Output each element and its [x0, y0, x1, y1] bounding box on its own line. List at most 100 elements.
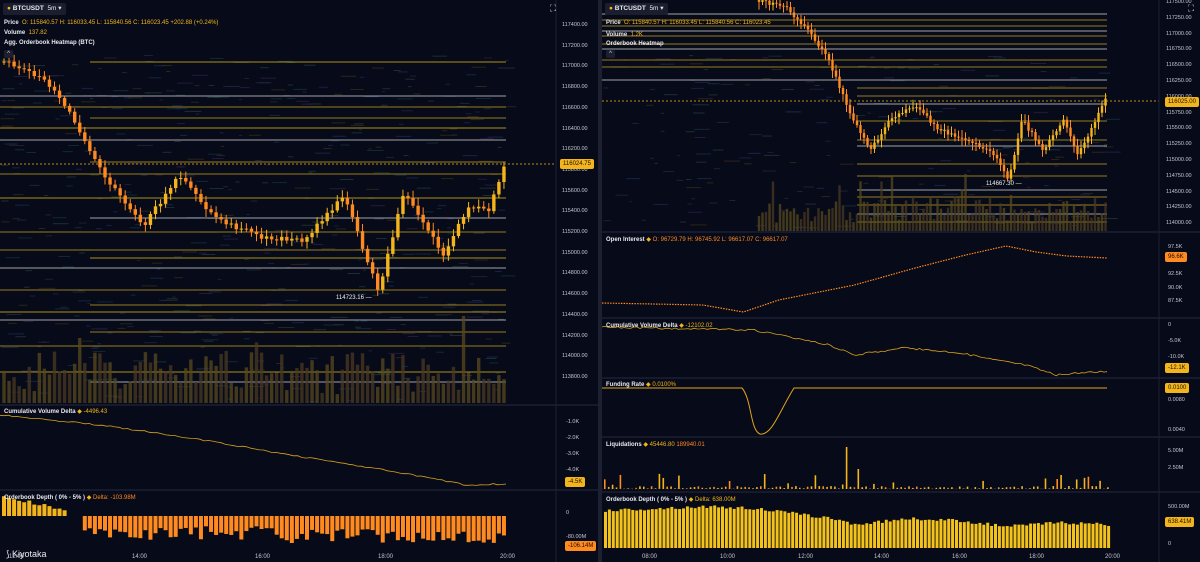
volume-bar — [1090, 217, 1093, 231]
heatmap-cell — [193, 330, 201, 332]
candle — [466, 207, 471, 217]
heatmap-cell — [676, 179, 684, 181]
liquidation-bar — [736, 486, 739, 489]
depth-bar — [662, 509, 666, 548]
heatmap-cell — [1, 125, 14, 127]
heatmap-cell — [258, 82, 270, 84]
candle — [310, 232, 314, 238]
candle — [234, 223, 238, 230]
heatmap-cell — [474, 259, 488, 261]
heatmap-cell — [112, 190, 117, 192]
depth-bar — [1052, 523, 1056, 548]
candle — [138, 214, 143, 223]
depth-bar — [310, 516, 315, 530]
volume-bar — [219, 354, 223, 403]
volume-bar — [264, 375, 269, 403]
depth-bar — [838, 519, 841, 548]
heatmap-cell — [139, 210, 150, 212]
candle — [764, 0, 768, 2]
heatmap-cell — [398, 123, 404, 125]
volume-bar — [315, 370, 319, 403]
heatmap-cell — [357, 293, 366, 295]
heatmap-cell — [479, 187, 496, 189]
volume-bar — [381, 358, 385, 403]
heatmap-cell — [130, 294, 136, 296]
heatmap-cell — [867, 112, 871, 114]
heatmap-cell — [103, 57, 117, 59]
heatmap-cell — [440, 134, 455, 136]
heatmap-cell — [484, 184, 498, 186]
volume-bar — [148, 362, 153, 403]
volume-bar — [1104, 202, 1107, 231]
depth-bar — [1044, 522, 1048, 548]
right-funding-tag: 0.0100 — [1165, 383, 1190, 393]
heatmap-cell — [420, 347, 426, 349]
heatmap-cell — [441, 258, 451, 260]
volume-bar — [88, 379, 92, 403]
depth-bar — [658, 507, 662, 548]
heatmap-cell — [485, 338, 492, 340]
volume-bar — [929, 198, 932, 231]
heatmap-cell — [395, 135, 412, 137]
volume-bar — [466, 372, 471, 403]
depth-bar — [927, 519, 931, 548]
liquidation-bar — [958, 486, 961, 489]
right-symbol-tab[interactable]: ● BTCUSDT 5m ▾ — [605, 3, 668, 15]
liquidation-bar — [865, 486, 867, 489]
volume-bar — [305, 367, 309, 403]
heatmap-cell — [1028, 211, 1046, 213]
liquidation-bar — [908, 486, 910, 489]
liquidation-bar — [1013, 486, 1016, 489]
volume-bar — [143, 352, 148, 403]
volume-bar — [234, 386, 238, 403]
depth-bar — [153, 516, 158, 534]
heatmap-cell — [9, 144, 25, 146]
depth-bar — [163, 516, 168, 531]
heatmap-cell — [1, 100, 7, 102]
depth-bar — [955, 519, 958, 548]
heatmap-cell — [428, 100, 435, 102]
heatmap-cell — [58, 255, 71, 257]
candle — [244, 228, 249, 230]
heatmap-cell — [819, 99, 830, 101]
depth-bar — [138, 516, 143, 539]
left-collapse-button[interactable]: ^ — [4, 50, 13, 58]
candle — [133, 209, 137, 215]
candle — [803, 24, 806, 26]
right-chart-canvas[interactable] — [602, 0, 1200, 562]
heatmap-cell — [466, 74, 477, 76]
heatmap-cell — [229, 85, 235, 87]
candle — [1016, 138, 1020, 155]
volume-bar — [199, 372, 203, 403]
heatmap-cell — [291, 263, 307, 265]
panel-divider[interactable] — [598, 0, 602, 562]
heatmap-cell — [152, 262, 163, 264]
right-expand-icon[interactable]: ⛶ — [1187, 3, 1195, 13]
depth-bar — [806, 514, 810, 548]
heatmap-cell — [268, 262, 274, 264]
left-chart-panel[interactable]: ● BTCUSDT 5m ▾ ⛶ Price O: 115840.57 H: 1… — [0, 0, 598, 562]
right-chart-panel[interactable]: ● BTCUSDT 5m ▾ ⛶ Price O: 115840.57 H: 1… — [602, 0, 1200, 562]
volume-bar — [1051, 211, 1055, 231]
left-chart-canvas[interactable] — [0, 0, 598, 562]
price-tick-label: 115000.00 — [1166, 157, 1192, 163]
depth-bar — [299, 516, 304, 534]
liquidation-bar — [1021, 486, 1023, 489]
volume-bar — [239, 387, 244, 403]
candle — [820, 46, 824, 49]
left-expand-icon[interactable]: ⛶ — [549, 3, 557, 13]
depth-bar — [259, 516, 264, 529]
depth-bar — [118, 516, 123, 532]
volume-bar — [1041, 216, 1044, 231]
depth-bar — [305, 516, 309, 540]
heatmap-cell — [12, 107, 24, 109]
right-collapse-button[interactable]: ^ — [606, 50, 615, 58]
depth-bar — [274, 516, 279, 535]
liquidation-bar — [779, 486, 782, 489]
left-symbol-tab[interactable]: ● BTCUSDT 5m ▾ — [3, 3, 66, 15]
price-tick-label: 115400.00 — [562, 208, 588, 215]
depth-bar — [294, 516, 299, 539]
heatmap-cell — [74, 227, 82, 229]
depth-bar — [244, 516, 249, 532]
volume-bar — [995, 218, 999, 231]
